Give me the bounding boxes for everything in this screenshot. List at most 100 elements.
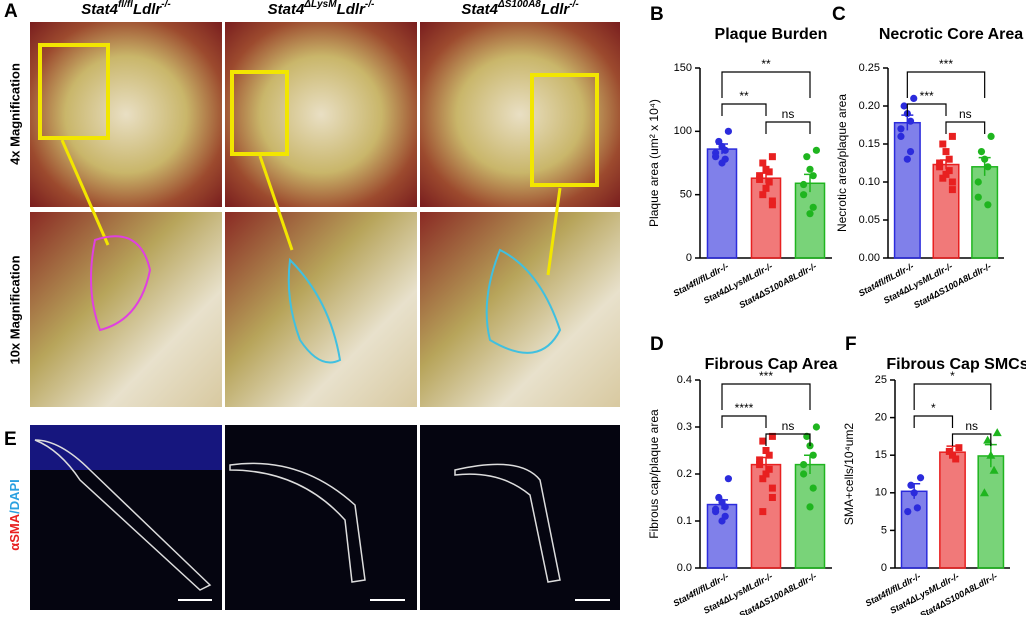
data-point — [942, 148, 950, 156]
data-point — [712, 508, 720, 516]
arrow — [60, 139, 110, 246]
y-tick-label: 50 — [680, 189, 692, 201]
data-point — [721, 146, 729, 154]
significance-bracket — [721, 103, 767, 116]
data-point — [809, 484, 817, 492]
data-point — [759, 475, 767, 483]
chart-title: Fibrous Cap Area — [705, 356, 838, 373]
data-point — [897, 132, 905, 140]
significance-label: * — [950, 369, 955, 383]
data-point — [936, 159, 944, 167]
data-point — [952, 455, 960, 463]
data-point — [992, 428, 1002, 437]
data-point — [800, 461, 808, 469]
data-point — [948, 178, 956, 186]
data-point — [939, 174, 947, 182]
y-tick-label: 0.25 — [859, 62, 880, 74]
genotype-part: Stat4 — [461, 1, 498, 18]
genotype-part: -/- — [161, 0, 171, 10]
y-axis-label: SMA+cells/10⁴um2 — [842, 423, 856, 526]
data-point — [809, 203, 817, 211]
data-point — [987, 132, 995, 140]
data-point — [762, 447, 770, 454]
genotype-part: fl/fl — [118, 0, 133, 10]
column-header: Stat4fl/flLdlr-/- — [81, 0, 171, 18]
data-point — [721, 503, 729, 511]
significance-label: ns — [965, 419, 978, 433]
y-tick-label: 0.05 — [859, 214, 880, 226]
bar — [794, 182, 826, 259]
data-point — [903, 155, 911, 163]
data-point — [809, 172, 817, 180]
data-point — [948, 186, 956, 194]
y-tick-label: 0 — [881, 562, 887, 574]
row-label: 4x Magnification — [7, 63, 22, 165]
outline — [34, 439, 212, 591]
fluorescence-image — [420, 425, 620, 610]
data-point — [948, 132, 956, 140]
fluorescence-image — [30, 425, 222, 470]
data-point — [806, 503, 814, 511]
micrograph — [420, 22, 620, 207]
chart-title: Necrotic Core Area — [879, 26, 1023, 43]
genotype-part: ΔS100A8 — [497, 0, 541, 10]
y-tick-label: 0.3 — [677, 421, 692, 433]
data-point — [768, 153, 776, 161]
data-point — [759, 191, 767, 199]
data-point — [800, 180, 808, 189]
data-point — [974, 178, 982, 186]
significance-label: ns — [782, 107, 795, 121]
data-point — [806, 210, 814, 218]
data-point — [989, 465, 999, 474]
y-tick-label: 0.10 — [859, 176, 880, 188]
data-point — [724, 475, 733, 483]
data-point — [762, 184, 770, 192]
row-label: 10x Magnification — [7, 255, 22, 364]
chart-title: Fibrous Cap SMCs — [886, 356, 1026, 373]
data-point — [765, 168, 773, 176]
data-point — [977, 148, 986, 156]
data-point — [983, 435, 993, 444]
y-tick-label: 0.15 — [859, 138, 880, 150]
x-tick-label: Stat4ΔS100A8Ldlr-/- — [737, 261, 818, 310]
micrograph — [225, 22, 417, 207]
data-point — [768, 494, 776, 501]
y-tick-label: 150 — [674, 62, 692, 74]
data-point — [979, 488, 989, 497]
significance-label: ** — [739, 89, 749, 103]
outline — [485, 248, 562, 354]
genotype-part: -/- — [365, 0, 375, 10]
data-point — [907, 481, 915, 489]
micrograph — [225, 212, 417, 407]
data-point — [974, 193, 982, 201]
genotype-part: Ldlr — [337, 1, 366, 18]
y-tick-label: 0.2 — [677, 468, 692, 480]
panel-label: A — [4, 1, 18, 22]
data-point — [765, 465, 773, 473]
significance-bracket — [721, 415, 767, 428]
significance-label: * — [931, 401, 936, 415]
y-tick-label: 25 — [875, 374, 887, 386]
data-point — [724, 127, 733, 135]
fluorescence-image — [225, 425, 417, 610]
panel-label: C — [832, 4, 846, 25]
data-point — [768, 432, 776, 440]
outline — [454, 463, 561, 583]
genotype-part: Stat4 — [81, 1, 118, 18]
y-tick-label: 0 — [686, 252, 692, 264]
significance-label: ** — [761, 57, 771, 71]
bar — [706, 503, 738, 569]
data-point — [762, 470, 770, 478]
significance-bracket — [945, 121, 986, 134]
data-point — [984, 163, 992, 171]
genotype-part: Ldlr — [133, 1, 162, 18]
data-point — [806, 165, 814, 173]
data-point — [756, 172, 764, 180]
data-point — [910, 94, 918, 102]
data-point — [945, 167, 953, 175]
zoom-box — [230, 70, 289, 156]
stain-label: αSMA/DAPI — [7, 479, 22, 551]
y-tick-label: 15 — [875, 449, 887, 461]
significance-bracket — [951, 433, 992, 446]
